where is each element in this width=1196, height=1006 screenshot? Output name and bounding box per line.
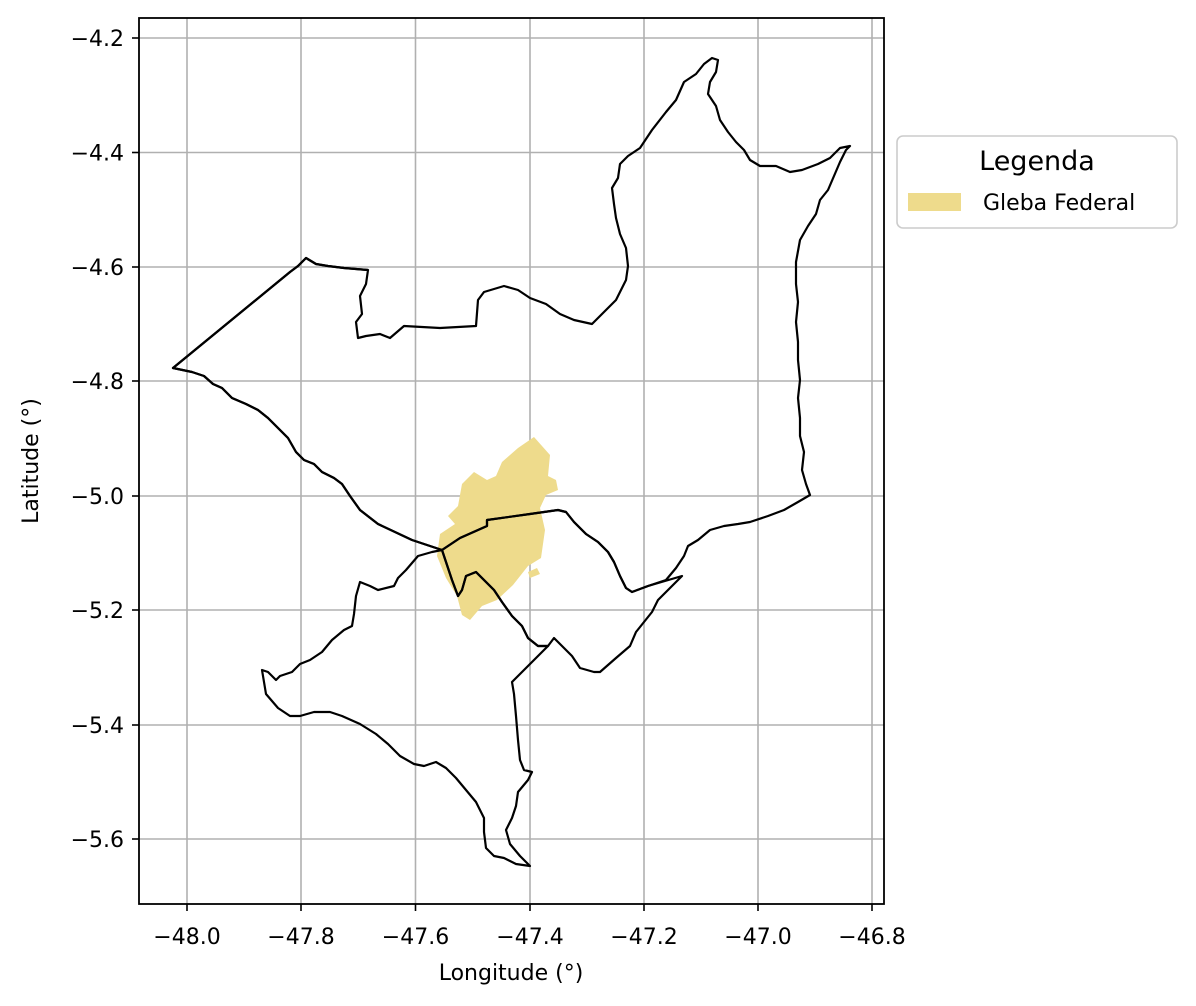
gleba-federal-islet xyxy=(452,510,466,520)
y-tick-label: −4.4 xyxy=(71,142,124,167)
x-tick-label: −48.0 xyxy=(153,925,220,950)
plot-frame xyxy=(138,17,885,905)
legend-label-gleba-federal: Gleba Federal xyxy=(983,191,1135,216)
y-tick-label: −4.6 xyxy=(71,256,124,281)
y-axis-label: Latitude (°) xyxy=(19,398,44,524)
x-tick-label: −47.2 xyxy=(610,925,677,950)
municipality-boundary-southwest xyxy=(260,548,550,868)
x-tick-label: −47.6 xyxy=(382,925,449,950)
y-tick-label: −5.2 xyxy=(71,599,124,624)
legend: Legenda Gleba Federal xyxy=(896,135,1178,229)
y-tick-label: −5.6 xyxy=(71,828,124,853)
x-tick-label: −46.8 xyxy=(838,925,905,950)
gleba-federal-islet xyxy=(528,568,540,578)
y-tick-label: −5.0 xyxy=(71,485,124,510)
x-tick-label: −47.4 xyxy=(496,925,563,950)
municipality-boundary-west xyxy=(171,256,443,552)
legend-swatch-gleba-federal xyxy=(908,193,961,211)
x-tick-label: −47.8 xyxy=(267,925,334,950)
y-tick-label: −4.8 xyxy=(71,370,124,395)
legend-title: Legenda xyxy=(979,146,1095,177)
tick-marks xyxy=(132,37,873,911)
gleba-federal-area xyxy=(437,437,558,620)
y-tick-label: −5.4 xyxy=(71,714,124,739)
x-axis-label: Longitude (°) xyxy=(439,961,584,986)
y-tick-label: −4.2 xyxy=(71,27,124,52)
legend-box xyxy=(896,135,1178,229)
x-tick-label: −47.0 xyxy=(724,925,791,950)
